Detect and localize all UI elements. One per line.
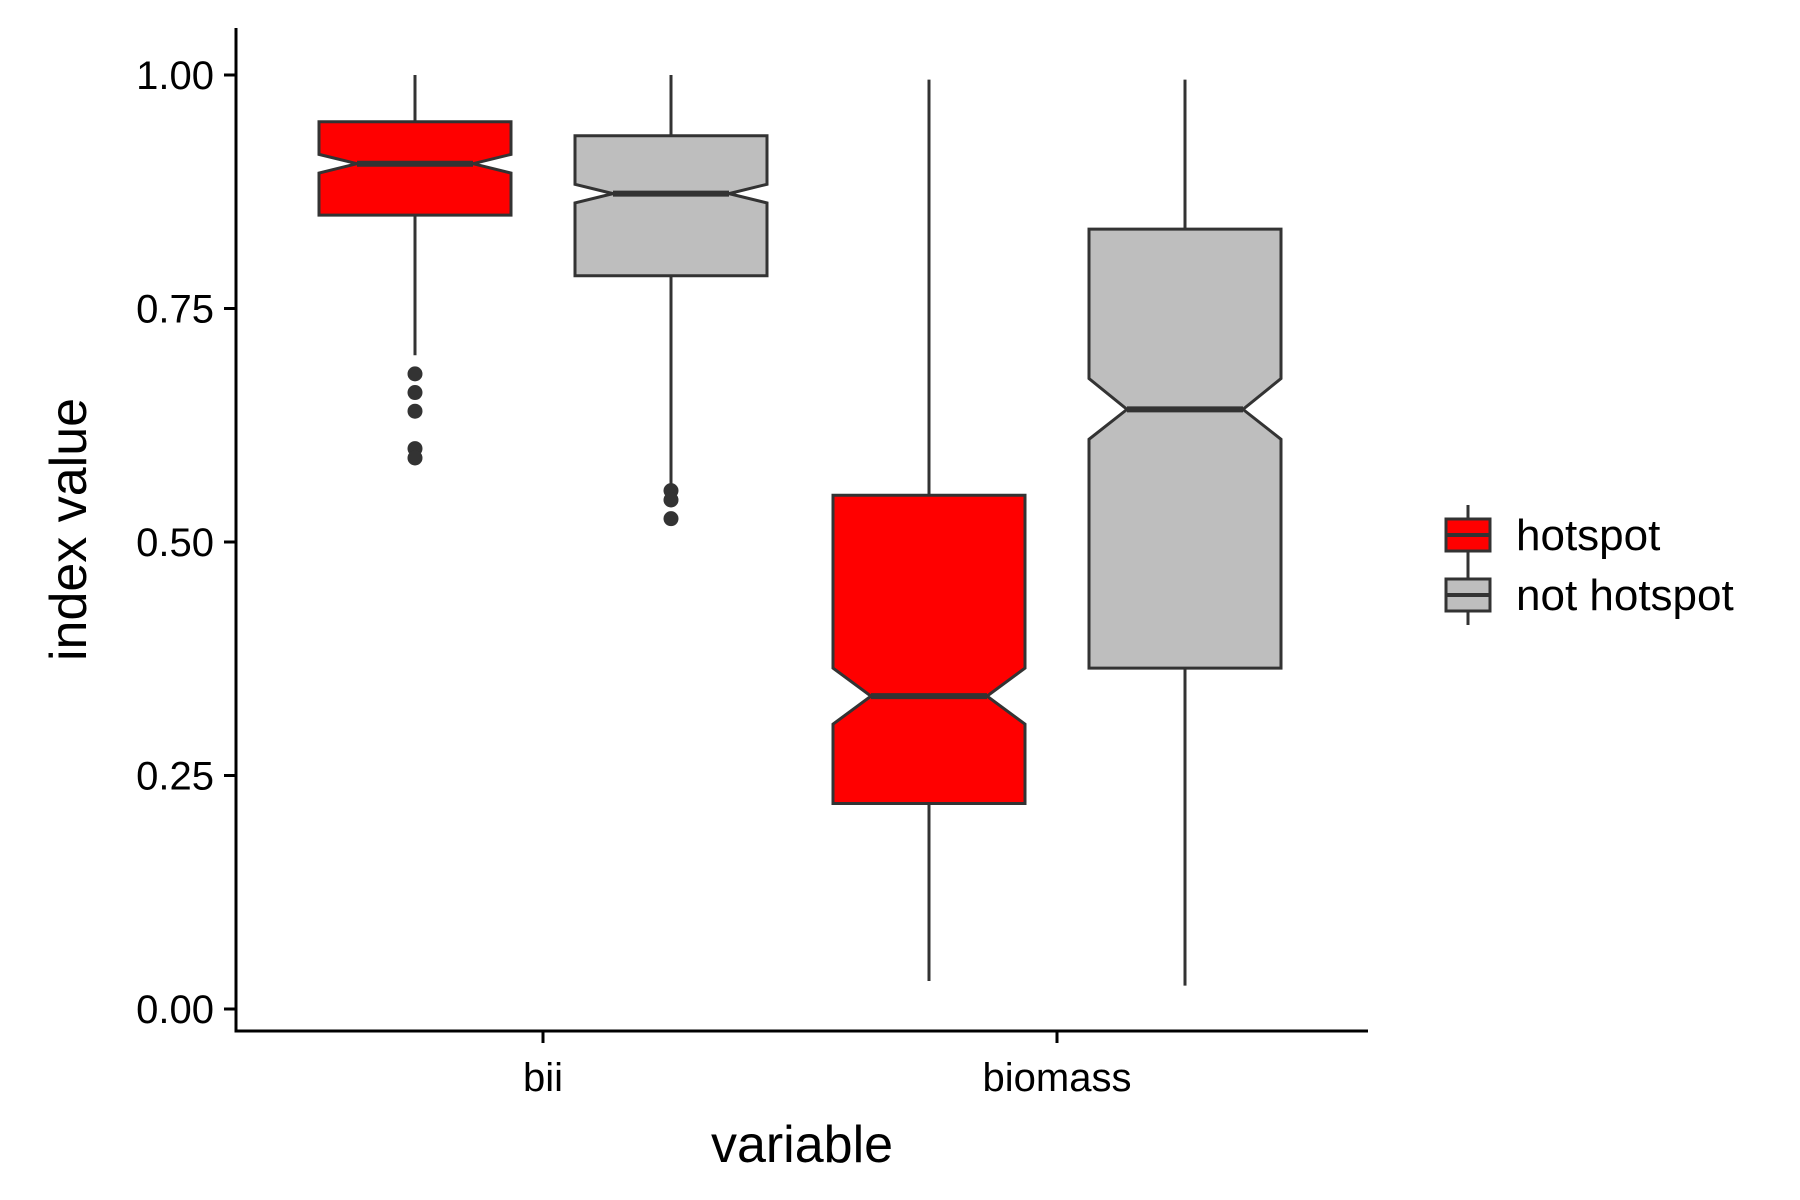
box-body-hotspot-biomass (831, 493, 1027, 806)
y-tick-label-0: 0.00 (136, 988, 214, 1032)
legend-label: not hotspot (1516, 571, 1734, 620)
outlier-point-not-hotspot-bii-2 (663, 511, 679, 527)
outlier-point-hotspot-bii-4 (407, 450, 423, 466)
outlier-point-not-hotspot-bii-1 (663, 492, 679, 508)
box-body-not-hotspot-biomass (1087, 227, 1283, 670)
outlier-point-hotspot-bii-1 (407, 385, 423, 401)
outlier-point-hotspot-bii-0 (407, 366, 423, 382)
y-tick-label-1: 0.25 (136, 755, 214, 799)
legend-entry-hotspot: hotspot (1444, 505, 1660, 565)
box-body-not-hotspot-bii (573, 134, 769, 278)
y-tick-label-4: 1.00 (136, 54, 214, 98)
y-tick-label-2: 0.50 (136, 521, 214, 565)
x-tick-label-biomass: biomass (983, 1056, 1132, 1100)
box-not-hotspot-biomass (1087, 79, 1283, 986)
x-tick-label-bii: bii (523, 1056, 563, 1100)
box-hotspot-biomass (831, 79, 1027, 981)
legend-label: hotspot (1516, 511, 1660, 560)
outlier-point-hotspot-bii-2 (407, 403, 423, 419)
y-tick-label-3: 0.75 (136, 288, 214, 332)
box-not-hotspot-bii (573, 75, 769, 527)
legend: hotspot not hotspot (1444, 505, 1734, 625)
x-axis-title: variable (711, 1116, 893, 1174)
axes: 0.00 0.25 0.50 0.75 1.00 bii biomass (136, 28, 1368, 1100)
plot-area (317, 75, 1283, 986)
box-hotspot-bii (317, 75, 513, 466)
legend-entry-not-hotspot: not hotspot (1444, 565, 1734, 625)
box-body-hotspot-bii (317, 120, 513, 217)
y-axis-title: index value (40, 398, 98, 661)
